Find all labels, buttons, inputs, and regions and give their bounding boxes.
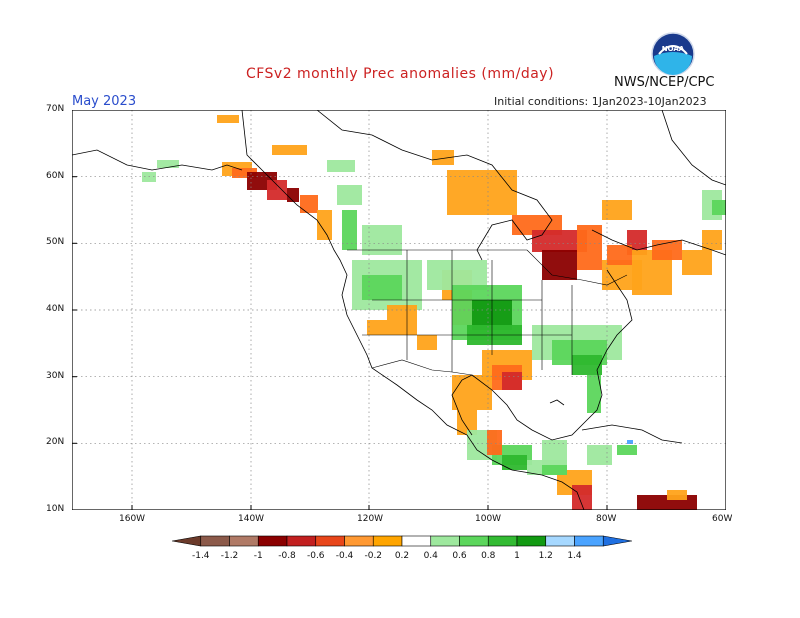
anomaly-cell	[287, 188, 299, 202]
anomaly-cell	[587, 375, 601, 413]
colorbar-tick-label: 1.4	[567, 551, 582, 561]
colorbar-swatch	[257, 535, 288, 547]
colorbar-swatch	[229, 535, 259, 547]
lon-label-80w: 80W	[596, 514, 617, 524]
colorbar-swatch	[545, 535, 575, 547]
colorbar-tick-label: -1.4	[192, 551, 210, 561]
colorbar-tick-label: -0.6	[307, 551, 325, 561]
anomaly-cell	[417, 335, 437, 350]
anomaly-cell	[627, 440, 633, 444]
anomaly-cell	[317, 210, 332, 240]
lat-label-10n: 10N	[46, 504, 65, 514]
anomaly-cell	[607, 245, 632, 265]
colorbar-swatch	[315, 535, 345, 547]
lat-label-70n: 70N	[46, 104, 65, 114]
anomaly-cell	[272, 145, 307, 155]
lon-label-160w: 160W	[119, 514, 146, 524]
anomaly-cell	[572, 485, 592, 510]
anomaly-cell	[447, 170, 517, 215]
lat-label-30n: 30N	[46, 371, 65, 381]
lon-label-100w: 100W	[475, 514, 502, 524]
coastlines	[72, 110, 726, 510]
colorbar-swatch	[516, 535, 547, 547]
colorbar-tick-label: -0.4	[336, 551, 354, 561]
anomaly-cell	[457, 410, 477, 435]
colorbar-swatch	[602, 535, 632, 547]
anomaly-cell	[542, 250, 577, 280]
colorbar-swatch	[574, 535, 604, 547]
anomaly-cell	[712, 200, 726, 215]
lon-label-140w: 140W	[238, 514, 265, 524]
anomaly-cell	[602, 200, 632, 220]
anomaly-cell	[387, 305, 417, 335]
colorbar-swatches	[172, 535, 632, 547]
graticule	[72, 110, 726, 510]
anomaly-cell	[362, 225, 402, 255]
forecast-month-label: May 2023	[72, 94, 137, 109]
lon-label-60w: 60W	[712, 514, 733, 524]
anomaly-cell	[702, 230, 722, 250]
anomaly-cell	[667, 490, 687, 500]
anomaly-cell	[232, 168, 257, 178]
anomaly-cell	[300, 195, 318, 213]
colorbar-swatch	[172, 535, 202, 547]
anomaly-cell	[542, 465, 567, 475]
axis-ticks	[72, 110, 726, 510]
anomaly-cell	[502, 455, 527, 470]
lat-label-50n: 50N	[46, 237, 65, 247]
lat-label-40n: 40N	[46, 304, 65, 314]
anomaly-cell	[362, 275, 402, 300]
anomaly-cell	[652, 240, 682, 260]
colorbar-swatch	[200, 535, 230, 547]
anomaly-cell	[452, 375, 492, 410]
colorbar-tick-label: -1.2	[221, 551, 239, 561]
anomaly-cell	[502, 372, 522, 390]
colorbar-swatch	[344, 535, 374, 547]
colorbar-tick-label: 0.4	[424, 551, 439, 561]
anomaly-cell	[572, 355, 602, 375]
noaa-logo: NOAA	[651, 32, 695, 76]
precip-anomaly-map	[72, 110, 726, 510]
colorbar-swatch	[372, 535, 403, 547]
noaa-logo-text: NOAA	[662, 45, 685, 53]
colorbar: -1.4 -1.2 -1 -0.8 -0.6 -0.4 -0.2 0.2 0.4 0.6 0.8 1 1…	[172, 535, 632, 561]
anomaly-cell	[367, 320, 387, 335]
colorbar-tick-label: 1	[514, 551, 520, 561]
anomaly-cell	[267, 180, 287, 200]
anomaly-cell	[682, 250, 712, 275]
lat-label-20n: 20N	[46, 437, 65, 447]
anomaly-cell	[577, 225, 602, 270]
colorbar-tick-label: 0.6	[452, 551, 467, 561]
anomaly-cell	[157, 160, 179, 168]
initial-conditions-label: Initial conditions: 1Jan2023-10Jan2023	[494, 95, 707, 108]
lat-label-60n: 60N	[46, 171, 65, 181]
colorbar-swatch	[286, 535, 317, 547]
agency-label: NWS/NCEP/CPC	[614, 75, 715, 90]
colorbar-swatch	[430, 535, 460, 547]
colorbar-tick-label: 0.2	[395, 551, 409, 561]
colorbar-tick-label: -0.8	[278, 551, 296, 561]
colorbar-swatch	[401, 535, 432, 547]
anomaly-cell	[432, 150, 454, 165]
colorbar-tick-label: -0.2	[364, 551, 382, 561]
political-borders	[347, 249, 628, 376]
anomaly-cell	[342, 210, 357, 250]
colorbar-swatch	[487, 535, 518, 547]
anomaly-cell	[337, 185, 362, 205]
colorbar-tick-labels: -1.4 -1.2 -1 -0.8 -0.6 -0.4 -0.2 0.2 0.4 0.6 0.8 1 1…	[192, 551, 582, 561]
colorbar-swatch	[459, 535, 489, 547]
chart-title: CFSv2 monthly Prec anomalies (mm/day)	[245, 66, 555, 82]
colorbar-tick-label: -1	[254, 551, 263, 561]
colorbar-tick-label: 0.8	[481, 551, 496, 561]
lon-label-120w: 120W	[357, 514, 384, 524]
anomaly-cell	[617, 445, 637, 455]
anomaly-cell	[327, 160, 355, 172]
anomaly-cell	[487, 430, 502, 455]
colorbar-tick-label: 1.2	[539, 551, 553, 561]
anomaly-cell	[217, 115, 239, 123]
anomaly-cell	[587, 445, 612, 465]
anomaly-cell	[532, 230, 587, 252]
